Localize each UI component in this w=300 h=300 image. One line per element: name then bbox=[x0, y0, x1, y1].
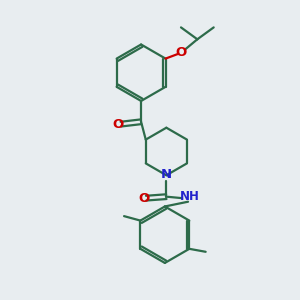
Text: NH: NH bbox=[180, 190, 200, 203]
Text: N: N bbox=[161, 168, 172, 181]
Text: O: O bbox=[113, 118, 124, 130]
Text: O: O bbox=[176, 46, 187, 59]
Text: O: O bbox=[138, 192, 149, 205]
